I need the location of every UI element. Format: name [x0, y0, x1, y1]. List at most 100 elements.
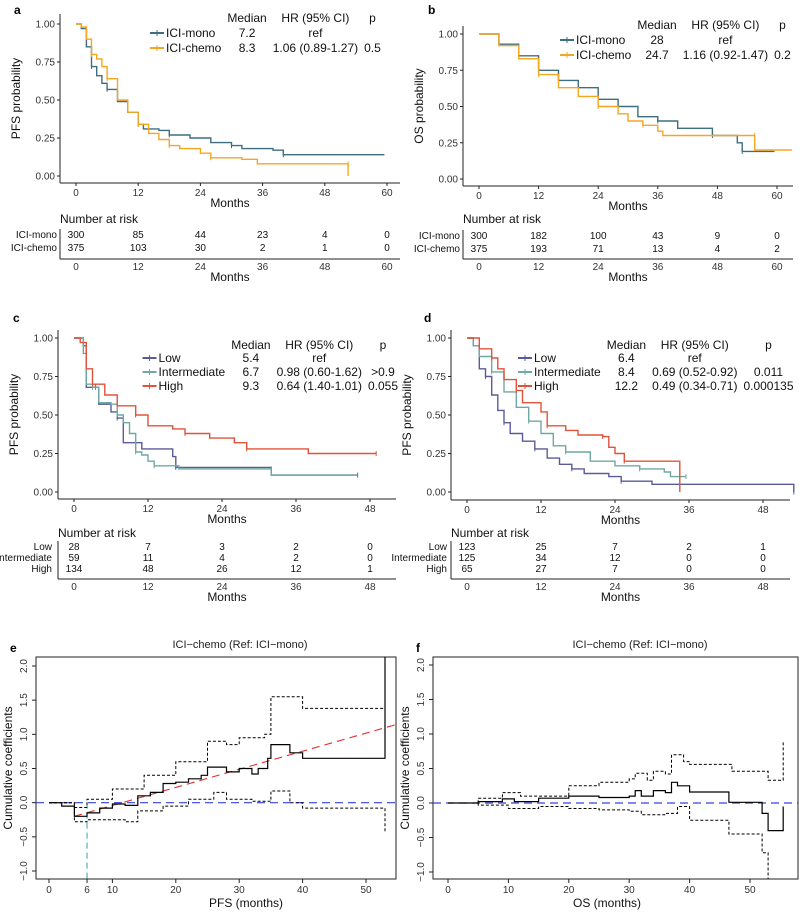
legend-header-p: p [765, 338, 772, 352]
risk-value: 375 [68, 243, 85, 254]
y-tick-label: 0.5 [416, 761, 427, 775]
risk-x-tick-label: 48 [757, 582, 769, 593]
km-curve-ici-chemo [479, 33, 792, 151]
risk-value: 28 [68, 542, 80, 553]
legend-hr: 0.49 (0.34-0.71) [652, 379, 737, 393]
y-tick-label: 0.75 [36, 58, 56, 69]
risk-row-label: ICI-mono [419, 231, 461, 242]
risk-value: 0 [686, 553, 692, 564]
chart-panel-a: 0.000.250.500.751.000 12 24 36 48 60MonthsPFS… [9, 11, 400, 284]
risk-x-axis-label: Months [207, 590, 246, 604]
y-tick-label: 0.75 [439, 66, 459, 77]
panel-letter-d: d [424, 311, 431, 325]
risk-x-tick-label: 0 [71, 582, 77, 593]
panel-letter-f: f [416, 641, 421, 655]
x-tick-label: 0 [464, 505, 470, 516]
legend-label: Intermediate [534, 365, 601, 379]
legend-hr: 1.16 (0.92-1.47) [683, 48, 768, 62]
risk-x-tick-label: 36 [290, 582, 302, 593]
cumulative-coefficient-estimate [49, 657, 386, 817]
risk-row-label: High [31, 564, 52, 575]
y-tick-label: 1.5 [416, 692, 427, 706]
legend-hr: ref [308, 26, 323, 40]
cumulative-coefficient-estimate [448, 781, 784, 832]
legend-hr: ref [312, 351, 327, 365]
risk-value: 12 [609, 553, 621, 564]
y-tick-label: 0.50 [36, 96, 56, 107]
risk-value: 123 [459, 542, 476, 553]
risk-value: 125 [459, 553, 476, 564]
x-tick-label: 20 [170, 885, 182, 896]
legend-header-hr: HR (95% CI) [281, 11, 349, 25]
risk-value: 7 [145, 542, 151, 553]
x-tick-label: 0 [476, 191, 482, 202]
legend-header-median: Median [227, 11, 266, 25]
risk-value: 34 [535, 553, 547, 564]
legend-header-median: Median [637, 18, 676, 32]
risk-value: 0 [367, 542, 373, 553]
chart-title: ICI−chemo (Ref: ICI−mono) [572, 639, 707, 651]
risk-x-axis-label: Months [601, 590, 640, 604]
risk-x-tick-label: 12 [133, 262, 145, 273]
risk-value: 27 [535, 564, 547, 575]
legend-label: ICI-mono [166, 26, 216, 40]
cumulative-coefficient-lower [448, 802, 784, 879]
legend-hr: ref [718, 33, 733, 47]
legend-median: 7.2 [239, 26, 256, 40]
legend-p: 0.5 [364, 41, 381, 55]
risk-table-title: Number at risk [60, 212, 139, 226]
risk-value: 7 [612, 564, 618, 575]
y-axis-label: OS probability [412, 68, 426, 143]
legend-median: 12.2 [615, 379, 639, 393]
cumulative-coefficient-upper [448, 742, 784, 804]
x-tick-label: 48 [319, 188, 331, 199]
y-axis-label: PFS probability [7, 374, 21, 455]
x-tick-label: 24 [609, 505, 621, 516]
y-axis-label: PFS probability [400, 374, 414, 455]
x-tick-label: 30 [624, 885, 636, 896]
legend-label: Intermediate [159, 365, 226, 379]
risk-value: 0 [384, 230, 390, 241]
legend-p: 0.2 [774, 48, 791, 62]
x-tick-label: 24 [195, 188, 207, 199]
risk-value: 7 [612, 542, 618, 553]
x-tick-label: 12 [533, 191, 545, 202]
risk-x-tick-label: 12 [535, 582, 547, 593]
cumulative-coefficient-lower [49, 790, 386, 832]
legend-label: High [534, 379, 559, 393]
y-tick-label: 0.25 [439, 138, 459, 149]
legend-hr: 0.69 (0.52-0.92) [652, 365, 737, 379]
x-tick-label: 10 [503, 885, 515, 896]
risk-table-title: Number at risk [58, 526, 137, 540]
x-tick-label: 20 [563, 885, 575, 896]
risk-value: 3 [219, 542, 225, 553]
risk-value: 0 [367, 553, 373, 564]
risk-value: 0 [774, 231, 780, 242]
legend-header-hr: HR (95% CI) [691, 18, 759, 32]
risk-x-axis-label: Months [210, 270, 249, 284]
legend-label: High [159, 379, 184, 393]
risk-value: 85 [133, 230, 145, 241]
y-tick-label: 0.00 [34, 488, 54, 499]
y-tick-label: 0.25 [34, 449, 54, 460]
risk-x-tick-label: 24 [593, 262, 605, 273]
legend-p: >0.9 [371, 365, 395, 379]
legend-median: 8.3 [239, 41, 256, 55]
risk-value: 1 [367, 564, 373, 575]
x-axis-label: PFS (months) [209, 896, 283, 910]
risk-value: 44 [195, 230, 207, 241]
risk-value: 48 [142, 564, 154, 575]
risk-value: 2 [686, 542, 692, 553]
x-tick-label: 10 [107, 885, 119, 896]
risk-x-tick-label: 48 [364, 582, 376, 593]
y-tick-label: 2.0 [416, 658, 427, 672]
x-axis-label: Months [207, 512, 246, 526]
y-tick-label: 0.0 [19, 795, 30, 809]
legend-label: Low [534, 351, 556, 365]
risk-value: 2 [293, 542, 299, 553]
risk-value: 1 [322, 243, 328, 254]
x-axis-label: Months [210, 196, 249, 210]
risk-x-tick-label: 24 [609, 582, 621, 593]
risk-value: 182 [530, 231, 547, 242]
